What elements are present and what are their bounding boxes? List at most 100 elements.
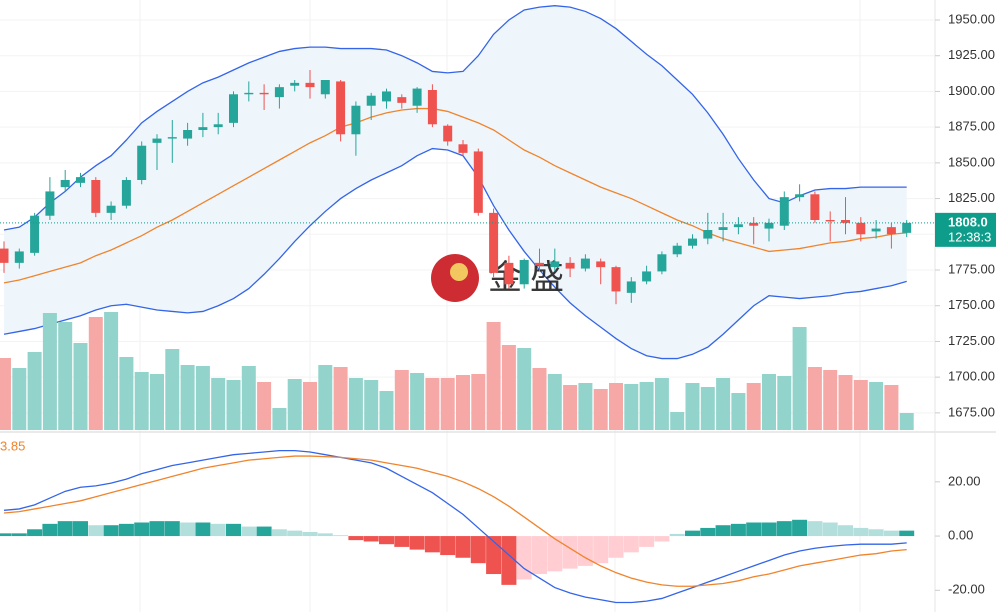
volume-bar xyxy=(609,383,623,430)
macd-histogram-bar xyxy=(639,536,655,547)
candle-body xyxy=(504,262,514,285)
macd-histogram-bar xyxy=(455,536,471,558)
volume-bar xyxy=(624,384,639,430)
volume-bar xyxy=(578,383,593,430)
macd-histogram-bar xyxy=(210,523,226,537)
indicator-line xyxy=(3,5,907,231)
macd-histogram-bar xyxy=(11,533,27,537)
candle-body xyxy=(657,254,667,272)
macd-histogram-bar xyxy=(715,525,731,537)
y-tick-label: 20.00 xyxy=(948,473,981,488)
volume-bar xyxy=(364,380,379,430)
volume-bar xyxy=(287,379,302,430)
volume-bar xyxy=(456,375,470,430)
volume-bar xyxy=(134,372,149,430)
volume-bar xyxy=(869,382,884,430)
last-price-tag xyxy=(935,212,996,247)
candle-body xyxy=(550,261,560,268)
volume-bar xyxy=(746,383,761,430)
macd-histogram-bar xyxy=(379,536,394,545)
candle-body xyxy=(718,227,728,230)
macd-histogram-bar xyxy=(348,536,364,541)
volume-bar xyxy=(303,382,317,430)
macd-histogram-bar xyxy=(746,522,762,537)
macd-histogram-bar xyxy=(256,526,272,537)
volume-bar xyxy=(88,317,103,430)
volume-bar xyxy=(853,380,868,430)
candle-body xyxy=(443,125,453,142)
macd-histogram-bar xyxy=(838,525,853,537)
macd-histogram-bar xyxy=(180,522,196,537)
macd-histogram-bar xyxy=(532,536,547,575)
candle-body xyxy=(412,88,422,106)
y-tick-label: 1875.00 xyxy=(948,119,995,134)
volume-bar xyxy=(73,343,88,430)
volume-bar xyxy=(884,385,899,430)
candle-body xyxy=(305,82,315,88)
macd-histogram-bar xyxy=(424,536,440,553)
macd-histogram-bar xyxy=(118,523,134,537)
candle-body xyxy=(382,91,391,102)
candle-body xyxy=(30,215,40,253)
y-tick-label: 1850.00 xyxy=(948,154,995,169)
macd-histogram-bar xyxy=(271,529,287,537)
volume-bar xyxy=(762,374,776,430)
macd-histogram-bar xyxy=(440,536,456,556)
candle-body xyxy=(244,92,254,95)
macd-histogram-bar xyxy=(57,521,73,537)
candle-body xyxy=(14,251,24,263)
candle-body xyxy=(856,222,866,235)
candle-body xyxy=(229,94,238,123)
candle-body xyxy=(427,90,437,125)
y-tick-label: 1675.00 xyxy=(948,404,995,419)
last-price-label: 1808.0 xyxy=(948,214,988,229)
candle-body xyxy=(642,271,652,282)
y-tick-label: 1825.00 xyxy=(948,190,995,205)
volume-bar xyxy=(394,370,409,430)
candle-body xyxy=(91,180,101,213)
candle-body xyxy=(871,228,881,232)
volume-bar xyxy=(425,378,440,430)
candle-body xyxy=(213,124,223,128)
candle-body xyxy=(688,238,697,246)
macd-histogram-bar xyxy=(226,523,241,537)
volume-bar xyxy=(195,366,210,430)
volume-bar xyxy=(547,374,562,430)
macd-histogram-bar xyxy=(516,536,532,580)
candle-body xyxy=(137,145,147,180)
indicator-line xyxy=(3,449,907,604)
candle-body xyxy=(596,261,606,268)
macd-histogram-bar xyxy=(562,536,578,569)
volume-bar xyxy=(119,357,134,430)
volume-bar xyxy=(670,412,685,430)
volume-bar xyxy=(593,389,608,430)
macd-histogram-bar xyxy=(593,536,609,564)
candle-body xyxy=(351,105,361,135)
macd-histogram-bar xyxy=(623,536,639,553)
y-tick-label: 1750.00 xyxy=(948,297,995,312)
macd-histogram-bar xyxy=(134,522,150,537)
candle-body xyxy=(535,262,544,266)
volume-bar xyxy=(517,348,532,430)
candle-body xyxy=(458,144,468,153)
macd-histogram-bar xyxy=(608,536,624,558)
volume-bar xyxy=(12,368,27,430)
volume-bar xyxy=(379,391,394,430)
candle-body xyxy=(152,138,162,143)
volume-bar xyxy=(838,375,853,430)
candle-body xyxy=(825,220,835,222)
candle-body xyxy=(106,205,116,213)
macd-histogram-bar xyxy=(73,521,88,537)
macd-histogram-bar xyxy=(42,523,58,537)
macd-histogram-bar xyxy=(868,529,884,537)
volume-bar xyxy=(272,408,287,430)
candle-body xyxy=(902,222,912,233)
volume-bar xyxy=(731,393,746,430)
macd-histogram-bar xyxy=(807,521,823,537)
candle-body xyxy=(290,82,300,86)
volume-bar xyxy=(792,327,807,430)
watermark-text: 金盛 xyxy=(488,259,572,297)
volume-bar xyxy=(410,373,425,430)
candle-body xyxy=(611,267,621,292)
watermark: 金盛 xyxy=(431,254,572,302)
